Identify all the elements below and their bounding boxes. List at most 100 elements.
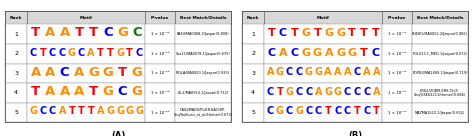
Text: A: A	[97, 106, 104, 116]
Text: C: C	[371, 48, 379, 58]
Text: C: C	[363, 87, 370, 97]
Text: A: A	[324, 67, 332, 77]
Text: A: A	[315, 87, 322, 97]
Text: 1 × 10⁻¹⁰: 1 × 10⁻¹⁰	[388, 111, 406, 115]
Text: G: G	[301, 28, 310, 38]
Bar	[264, 83, 382, 103]
Text: 3: 3	[251, 71, 255, 76]
Text: C: C	[267, 48, 275, 58]
Bar	[411, 64, 468, 83]
Text: A: A	[60, 27, 70, 39]
Bar	[242, 83, 264, 103]
Text: G: G	[336, 28, 345, 38]
Text: A: A	[373, 67, 380, 77]
Text: T: T	[360, 48, 368, 58]
Bar	[242, 103, 264, 122]
Text: A: A	[45, 66, 55, 79]
Text: C: C	[354, 87, 361, 97]
Text: FOXN3/MA1489.1/Jaspar(0.719): FOXN3/MA1489.1/Jaspar(0.719)	[412, 71, 468, 75]
Bar	[242, 24, 264, 44]
Text: T: T	[31, 27, 40, 39]
Text: A: A	[60, 85, 70, 98]
Text: G: G	[347, 48, 357, 58]
Text: 1 × 10⁻⁴⁸: 1 × 10⁻⁴⁸	[151, 32, 169, 36]
Text: POL013.1_MED-1/Jaspar(0.672): POL013.1_MED-1/Jaspar(0.672)	[412, 52, 467, 56]
Text: G: G	[336, 48, 345, 58]
Text: G: G	[68, 48, 76, 58]
Bar	[145, 24, 174, 44]
Bar	[411, 24, 468, 44]
Text: C: C	[49, 48, 56, 58]
Bar	[5, 64, 27, 83]
Text: T: T	[107, 48, 114, 58]
Text: RUNX1/MA0002.2/Jaspar(0.965): RUNX1/MA0002.2/Jaspar(0.965)	[412, 32, 468, 36]
Text: T: T	[89, 85, 98, 98]
Bar	[27, 44, 145, 64]
Text: C: C	[267, 106, 274, 116]
Bar	[382, 11, 411, 24]
Text: A: A	[325, 48, 333, 58]
Text: C: C	[132, 27, 142, 39]
Text: G: G	[286, 87, 293, 97]
Text: G: G	[126, 106, 134, 116]
Text: G: G	[106, 106, 114, 116]
Text: 1 × 10⁻¹⁴: 1 × 10⁻¹⁴	[388, 52, 406, 56]
Text: C: C	[49, 106, 56, 116]
Text: G: G	[102, 66, 113, 79]
Bar	[382, 64, 411, 83]
Bar	[5, 103, 27, 122]
Text: T: T	[291, 28, 298, 38]
Bar	[145, 64, 174, 83]
Bar	[145, 11, 174, 24]
Bar	[264, 103, 382, 122]
Text: T: T	[89, 27, 98, 39]
Text: ISL2/MA0914.1/Jaspar(0.712): ISL2/MA0914.1/Jaspar(0.712)	[177, 91, 228, 95]
Text: C: C	[291, 48, 299, 58]
Text: C: C	[267, 87, 274, 97]
Text: C: C	[279, 28, 287, 38]
Text: A: A	[45, 27, 55, 39]
Text: Rank: Rank	[247, 16, 259, 20]
Bar	[382, 103, 411, 122]
Text: FIGLA/MA0820.1/Jaspar(0.933): FIGLA/MA0820.1/Jaspar(0.933)	[176, 71, 230, 75]
Text: C: C	[136, 48, 143, 58]
Text: C: C	[78, 48, 85, 58]
Text: 1 × 10⁻¹²: 1 × 10⁻¹²	[388, 71, 406, 75]
Text: G: G	[301, 48, 310, 58]
Text: C: C	[59, 48, 66, 58]
Bar	[411, 11, 468, 24]
Text: G: G	[102, 85, 113, 98]
Text: C: C	[334, 106, 341, 116]
Text: C: C	[344, 106, 351, 116]
Text: C: C	[305, 106, 312, 116]
Bar	[27, 83, 145, 103]
Bar	[411, 44, 468, 64]
Text: P-value: P-value	[388, 16, 406, 20]
Text: Best Match/Details: Best Match/Details	[180, 16, 226, 20]
Text: T: T	[372, 28, 379, 38]
Text: C: C	[286, 67, 293, 77]
Bar	[382, 24, 411, 44]
Bar	[174, 44, 231, 64]
Text: T: T	[373, 106, 380, 116]
Text: T: T	[31, 85, 40, 98]
Text: T: T	[74, 27, 83, 39]
Text: Sox11/MA0078.1/Jaspar(0.675): Sox11/MA0078.1/Jaspar(0.675)	[175, 52, 230, 56]
Bar	[27, 64, 145, 83]
Text: A: A	[373, 87, 380, 97]
Text: T: T	[78, 106, 85, 116]
Text: A: A	[87, 48, 95, 58]
Bar	[264, 64, 382, 83]
Bar	[174, 83, 231, 103]
Text: (B): (B)	[348, 131, 362, 136]
Text: 4: 4	[14, 90, 18, 95]
Text: CAIG/MADS/PLIER-BACHIP-
Seq/Sullivan_et_al./Homer(0.673): CAIG/MADS/PLIER-BACHIP- Seq/Sullivan_et_…	[173, 108, 233, 117]
Text: C: C	[39, 106, 46, 116]
Text: KRK2/VGBM-KR8-ChIP-
Seq/GSE62211/Homer(0.686): KRK2/VGBM-KR8-ChIP- Seq/GSE62211/Homer(0…	[414, 89, 466, 97]
Bar	[145, 103, 174, 122]
Text: (A): (A)	[111, 131, 125, 136]
Bar	[145, 44, 174, 64]
Text: MAZMA1522.1/Jaspar(0.652): MAZMA1522.1/Jaspar(0.652)	[415, 111, 465, 115]
Text: C: C	[315, 106, 322, 116]
Text: 2: 2	[251, 51, 255, 56]
